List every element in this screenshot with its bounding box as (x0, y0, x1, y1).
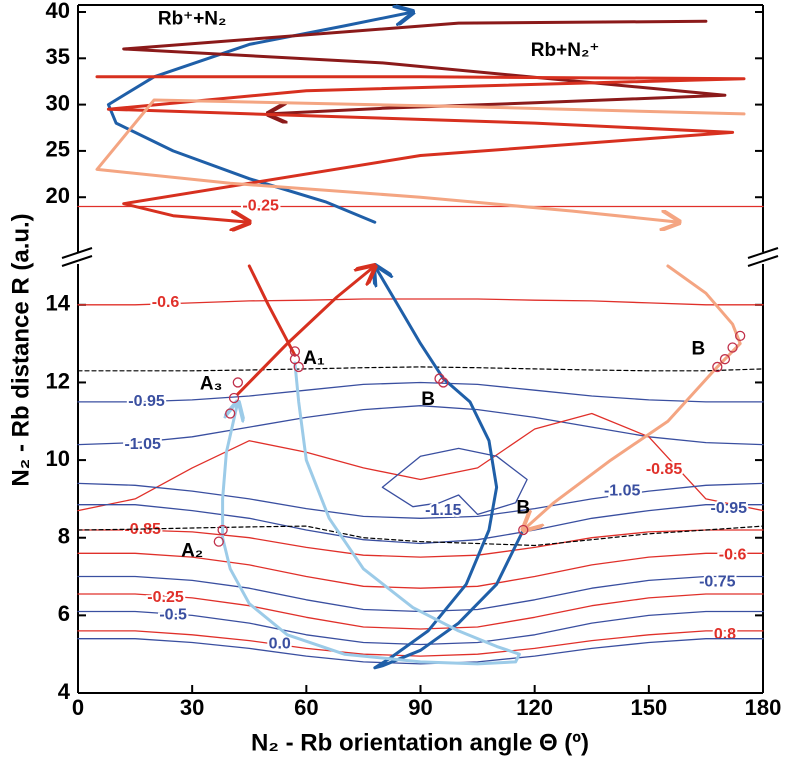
point-annotation: A₁ (303, 348, 325, 369)
y-tick-label: 40 (46, 0, 70, 23)
point-annotation: A₂ (181, 540, 203, 561)
x-tick-label: 0 (72, 695, 84, 720)
y-tick-label: 14 (46, 291, 71, 316)
y-tick-label: 25 (46, 137, 70, 162)
x-tick-label: 150 (630, 695, 667, 720)
y-tick-label: 12 (46, 368, 70, 393)
contour-label: -0.85 (124, 521, 161, 538)
crossing-marker (712, 361, 723, 373)
contour-label: -1.05 (604, 482, 641, 499)
y-tick-label: 30 (46, 90, 70, 115)
trajectory (95, 98, 746, 222)
y-axis-label: N₂ - Rb distance R (a.u.) (7, 213, 34, 486)
y-tick-label: 10 (46, 446, 70, 471)
crossing-marker (232, 377, 243, 388)
boundary-line (77, 525, 764, 547)
series-name: Rb⁺+N₂ (158, 8, 227, 29)
contour-line (77, 593, 764, 630)
x-tick-label: 30 (180, 695, 204, 720)
contour-line (381, 447, 528, 516)
y-tick-label: 8 (58, 524, 70, 549)
crossing-marker (228, 392, 240, 404)
point-annotation: A₃ (200, 373, 223, 394)
x-tick-label: 60 (294, 695, 318, 720)
trajectory (375, 266, 525, 670)
point-annotation: B (516, 498, 530, 519)
trajectory (122, 19, 727, 114)
point-annotation: B (691, 338, 705, 359)
trajectory (236, 266, 375, 396)
y-tick-label: 35 (46, 44, 70, 69)
contour-line (77, 638, 764, 665)
contour-label: 0.8 (714, 626, 736, 643)
contour-line (77, 381, 764, 403)
trajectory (523, 264, 742, 530)
contour-line (77, 552, 764, 589)
contour-label: 0.0 (269, 636, 291, 653)
trajectory (95, 75, 746, 222)
y-tick-label: 20 (46, 183, 70, 208)
contour-label: -0.5 (159, 607, 187, 624)
x-axis-label: N₂ - Rb orientation angle Θ (º) (251, 729, 589, 756)
crossing-marker (213, 536, 224, 547)
point-annotation: B (421, 389, 435, 410)
crossing-marker (518, 524, 529, 536)
crossing-marker (735, 330, 746, 342)
crossing-marker (293, 361, 304, 373)
series-name: Rb+N₂⁺ (531, 40, 600, 61)
contour-label: -0.6 (152, 294, 180, 311)
contour-label: -0.95 (128, 393, 165, 410)
contour-line (77, 504, 764, 545)
contour-line (77, 610, 764, 646)
contour-line (77, 298, 764, 306)
crossing-marker (217, 524, 228, 536)
crossing-marker (225, 408, 236, 419)
contour-label: -1.15 (425, 502, 462, 519)
crossing-marker (289, 346, 301, 357)
contour-line (77, 482, 764, 519)
contour-label: -0.25 (147, 589, 184, 606)
contour-label: -0.75 (699, 574, 736, 591)
y-tick-label: 6 (58, 601, 70, 626)
crossing-marker (719, 354, 731, 365)
contour-label: -1.05 (124, 436, 161, 453)
y-tick-label: 4 (58, 679, 71, 704)
x-tick-label: 120 (516, 695, 553, 720)
crossing-marker (438, 377, 449, 388)
crossing-marker (727, 342, 738, 353)
contour-label: -0.25 (242, 198, 279, 215)
contour-label: -0.95 (711, 500, 748, 517)
trajectory (221, 361, 521, 666)
boundary-line (77, 366, 764, 372)
x-tick-label: 180 (745, 695, 782, 720)
contour-line (77, 412, 764, 512)
x-tick-label: 90 (408, 695, 432, 720)
contour-label: -0.6 (719, 546, 747, 563)
contour-line (77, 529, 764, 558)
contour-line (77, 630, 764, 657)
contour-label: -0.85 (646, 461, 683, 478)
